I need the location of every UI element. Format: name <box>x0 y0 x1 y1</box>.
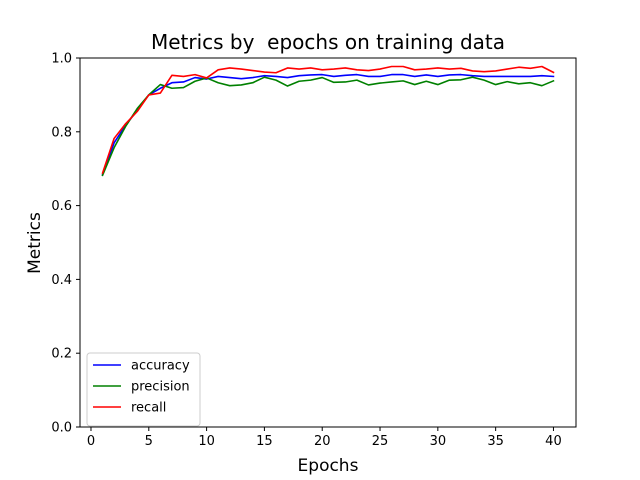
chart-title: Metrics by epochs on training data <box>151 30 505 54</box>
y-tick-label: 0.8 <box>51 125 72 140</box>
axes-frame <box>79 57 577 428</box>
y-tick-label: 0.0 <box>51 421 72 436</box>
x-tick-label: 10 <box>198 434 215 449</box>
y-axis-label: Metrics <box>25 212 45 274</box>
x-tick-label: 15 <box>256 434 273 449</box>
x-axis-label: Epochs <box>298 456 359 476</box>
x-tick-label: 35 <box>487 434 504 449</box>
x-axis-ticks: 0 5 10 15 20 25 30 35 40 <box>87 427 562 449</box>
y-tick-label: 1.0 <box>51 52 72 67</box>
x-tick-label: 25 <box>372 434 389 449</box>
x-tick-label: 20 <box>314 434 331 449</box>
series-line-precision <box>101 76 555 177</box>
x-tick-label: 0 <box>87 434 95 449</box>
series-line-recall <box>101 65 555 175</box>
y-tick-label: 0.4 <box>51 273 72 288</box>
series-line-accuracy <box>101 73 555 176</box>
legend-label-recall: recall <box>131 401 166 416</box>
y-tick-label: 0.2 <box>51 347 72 362</box>
y-tick-label: 0.6 <box>51 199 72 214</box>
plot-area <box>79 57 577 428</box>
legend-label-accuracy: accuracy <box>131 359 190 374</box>
y-axis-ticks: 0.0 0.2 0.4 0.6 0.8 1.0 <box>51 52 80 436</box>
x-tick-label: 30 <box>430 434 447 449</box>
legend-label-precision: precision <box>131 380 190 395</box>
legend: accuracy precision recall <box>86 352 201 427</box>
x-tick-label: 5 <box>145 434 153 449</box>
x-tick-label: 40 <box>545 434 562 449</box>
